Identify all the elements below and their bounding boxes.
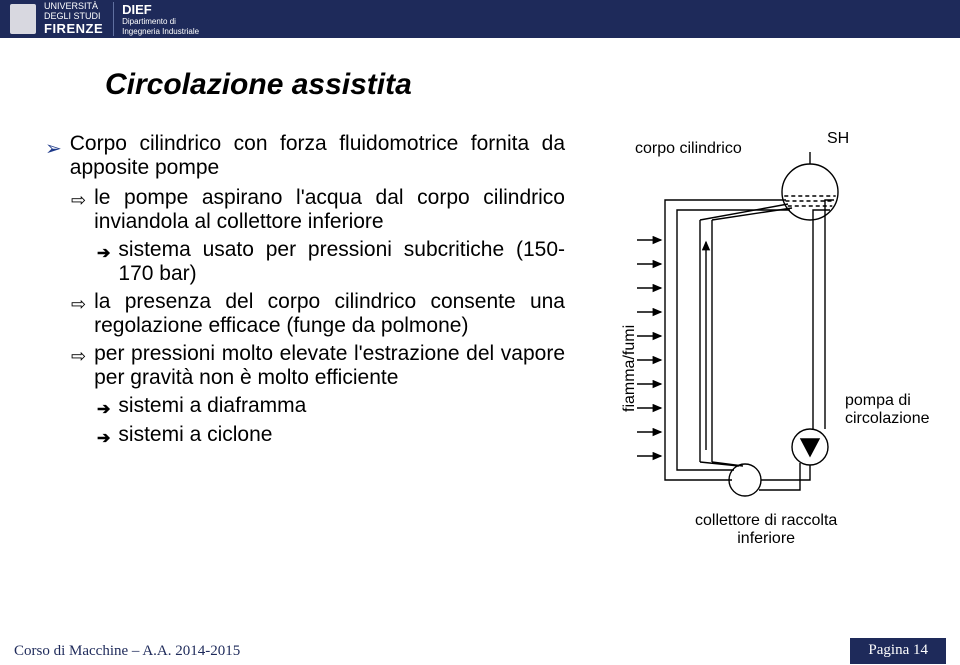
header-bar: UNIVERSITÀ DEGLI STUDI FIRENZE DIEF Dipa… bbox=[0, 0, 960, 38]
sub2b-text: sistemi a diaframma bbox=[118, 394, 565, 418]
footer-bar: Corso di Macchine – A.A. 2014-2015 Pagin… bbox=[0, 637, 960, 665]
arrow-outline-icon: ⇨ bbox=[71, 346, 86, 367]
arrow-outline-icon: ⇨ bbox=[71, 190, 86, 211]
sub1c-text: per pressioni molto elevate l'estrazione… bbox=[94, 342, 565, 390]
text-column: ➢ Corpo cilindrico con forza fluidomotri… bbox=[45, 132, 565, 452]
lead-text: Corpo cilindrico con forza fluidomotrice… bbox=[70, 132, 565, 180]
university-crest bbox=[10, 4, 36, 34]
body-row: ➢ Corpo cilindrico con forza fluidomotri… bbox=[45, 132, 915, 452]
bullet-sub1: ⇨ le pompe aspirano l'acqua dal corpo ci… bbox=[71, 186, 565, 234]
label-sh: SH bbox=[827, 130, 849, 148]
bullet-sub1: ⇨ la presenza del corpo cilindrico conse… bbox=[71, 290, 565, 338]
sub1b-text: la presenza del corpo cilindrico consent… bbox=[94, 290, 565, 338]
bullet-sub2: ➔ sistema usato per pressioni subcritich… bbox=[97, 238, 565, 286]
bullet-icon: ➢ bbox=[45, 136, 62, 161]
department-block: DIEF Dipartimento di Ingegneria Industri… bbox=[122, 2, 199, 37]
slide-content: Circolazione assistita ➢ Corpo cilindric… bbox=[0, 38, 960, 452]
sub2c-text: sistemi a ciclone bbox=[118, 423, 565, 447]
footer-page: Pagina 14 bbox=[850, 638, 946, 664]
university-name-block: UNIVERSITÀ DEGLI STUDI FIRENZE bbox=[44, 2, 114, 36]
sub1a-text: le pompe aspirano l'acqua dal corpo cili… bbox=[94, 186, 565, 234]
uni-name: FIRENZE bbox=[44, 22, 103, 36]
arrow-solid-icon: ➔ bbox=[97, 428, 110, 448]
footer-course: Corso di Macchine – A.A. 2014-2015 bbox=[14, 643, 240, 660]
slide-title: Circolazione assistita bbox=[105, 68, 915, 102]
bullet-sub2: ➔ sistemi a ciclone bbox=[97, 423, 565, 448]
dept-line1: Dipartimento di bbox=[122, 17, 199, 27]
diagram-column: corpo cilindrico SH fiamma/fumi pompa di… bbox=[595, 132, 915, 452]
circulation-diagram bbox=[595, 152, 915, 532]
dept-line2: Ingegneria Industriale bbox=[122, 27, 199, 37]
bullet-sub2: ➔ sistemi a diaframma bbox=[97, 394, 565, 419]
bullet-lead: ➢ Corpo cilindrico con forza fluidomotri… bbox=[45, 132, 565, 180]
arrow-outline-icon: ⇨ bbox=[71, 294, 86, 315]
sub2a-text: sistema usato per pressioni subcritiche … bbox=[118, 238, 565, 286]
arrow-solid-icon: ➔ bbox=[97, 243, 110, 263]
dept-abbr: DIEF bbox=[122, 2, 199, 18]
arrow-solid-icon: ➔ bbox=[97, 399, 110, 419]
bullet-sub1: ⇨ per pressioni molto elevate l'estrazio… bbox=[71, 342, 565, 390]
